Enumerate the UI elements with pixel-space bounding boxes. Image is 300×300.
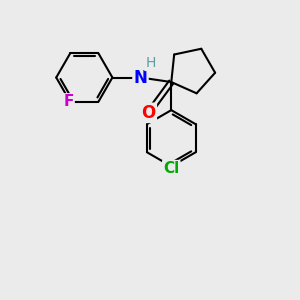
Text: F: F xyxy=(63,94,74,109)
Text: O: O xyxy=(142,104,156,122)
Text: Cl: Cl xyxy=(163,161,179,176)
Text: H: H xyxy=(145,56,156,70)
Text: N: N xyxy=(134,68,147,86)
